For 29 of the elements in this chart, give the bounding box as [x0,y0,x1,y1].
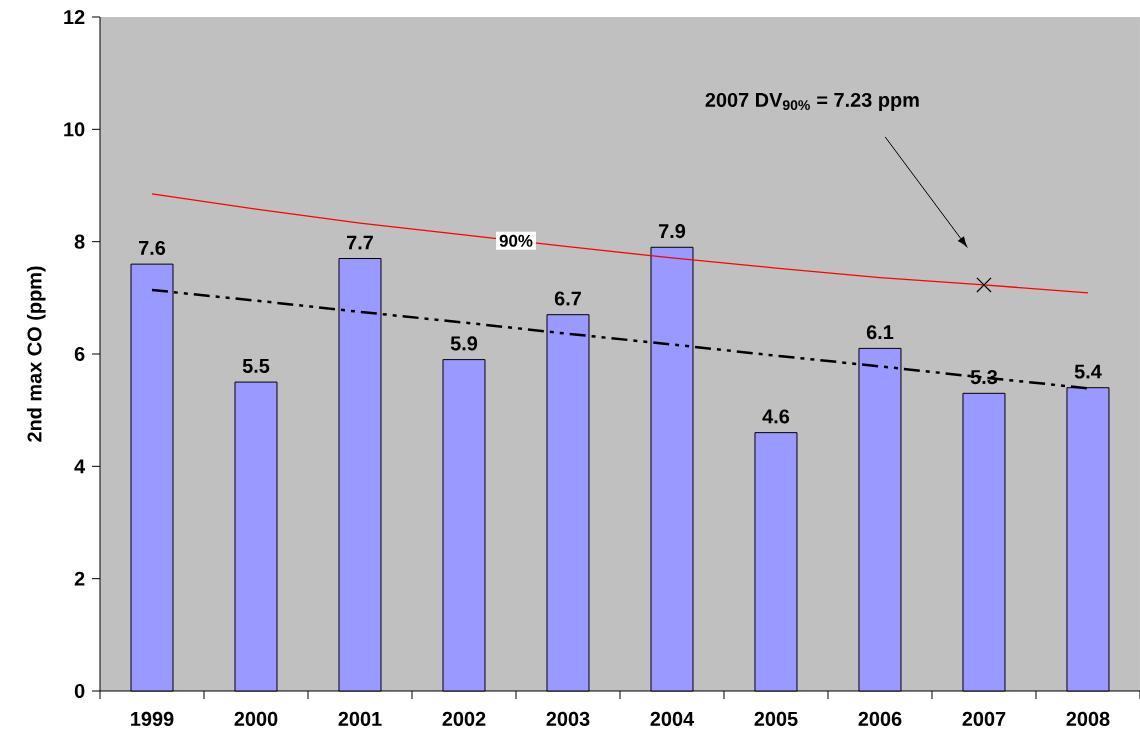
annotation: 2007 DV$_{90%}$ = 7.23 ppm [705,92,919,111]
data-label: 5.9 [450,336,478,351]
x-tick-label: 2008 [1066,711,1110,726]
y-tick-label: 12 [64,10,85,24]
x-tick-label: 1999 [131,711,174,726]
data-label: 5.5 [242,359,270,373]
y-tick-label: 10 [64,122,85,137]
y-tick-label: 4 [74,459,86,474]
data-label: 4.6 [762,409,790,424]
y-tick-label: 0 [74,683,85,699]
x-tick-label: 2000 [234,711,278,726]
data-label: 7.9 [658,224,686,239]
x-tick-label: 2005 [754,711,798,726]
x-tick-label: 2001 [338,711,382,726]
data-label: 6.7 [554,291,581,306]
x-tick-label: 2004 [650,711,695,726]
series-label: 90% [499,234,533,247]
x-tick-label: 2007 [962,711,1006,726]
y-tick-label: 8 [74,234,85,249]
x-tick-label: 2003 [546,711,590,726]
y-tick-label: 6 [74,346,85,362]
y-axis-title: 2nd max CO (ppm) [26,266,46,442]
data-label: 6.1 [866,325,894,340]
data-label: 7.7 [347,235,373,250]
data-label: 7.6 [139,240,166,255]
data-label: 5.4 [1074,364,1102,379]
x-tick-label: 2002 [442,711,486,726]
x-tick-label: 2006 [858,711,902,726]
y-tick-label: 2 [74,571,85,586]
